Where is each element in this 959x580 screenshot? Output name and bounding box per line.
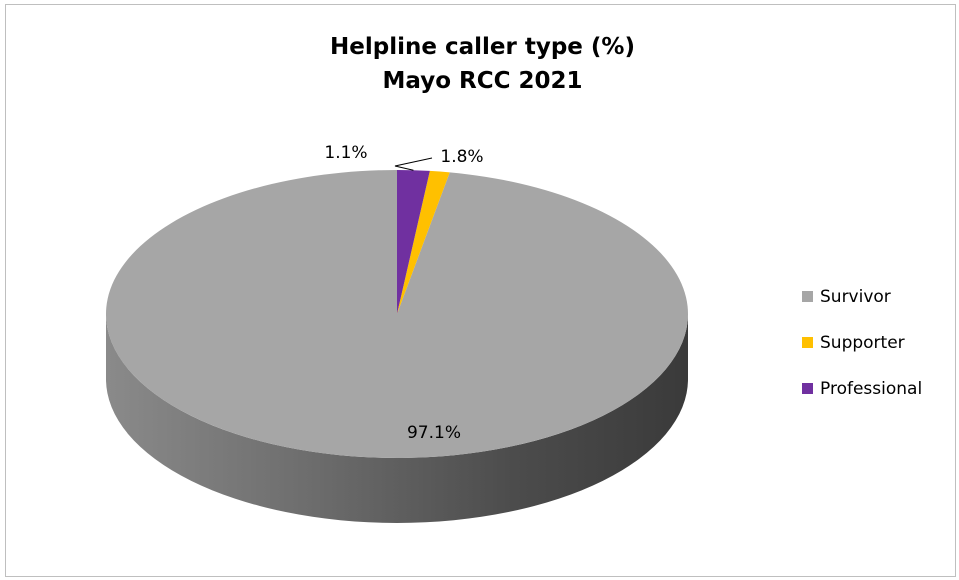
legend-item-survivor: Survivor xyxy=(802,283,922,310)
legend-item-professional: Professional xyxy=(802,375,922,402)
leader-line-professional xyxy=(394,157,433,171)
legend: Survivor Supporter Professional xyxy=(802,283,922,421)
chart-title: Helpline caller type (%) Mayo RCC 2021 xyxy=(0,30,959,98)
legend-swatch-supporter xyxy=(802,337,813,348)
legend-swatch-professional xyxy=(802,383,813,394)
pie-slice-supporter xyxy=(397,170,450,314)
legend-label-professional: Professional xyxy=(820,378,923,399)
data-label-supporter: 1.1% xyxy=(324,143,367,163)
chart-title-line-1: Helpline caller type (%) xyxy=(330,34,635,60)
legend-label-survivor: Survivor xyxy=(820,286,891,307)
data-label-survivor: 97.1% xyxy=(407,423,461,443)
chart-title-line-2: Mayo RCC 2021 xyxy=(382,68,583,94)
pie-side-wall xyxy=(106,314,688,523)
legend-swatch-survivor xyxy=(802,291,813,302)
data-label-professional: 1.8% xyxy=(440,147,483,167)
pie-slice-survivor xyxy=(105,170,688,458)
pie-slice-professional xyxy=(397,170,430,314)
legend-item-supporter: Supporter xyxy=(802,329,922,356)
legend-label-supporter: Supporter xyxy=(820,332,905,353)
